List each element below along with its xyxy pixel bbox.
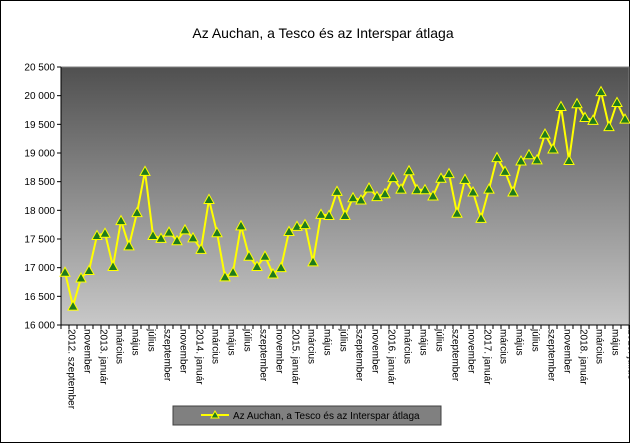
x-tick-label: május: [418, 329, 429, 356]
x-tick-label: november: [274, 329, 285, 374]
x-tick-label: szeptember: [450, 329, 461, 382]
x-tick-label: szeptember: [546, 329, 557, 382]
chart-title: Az Auchan, a Tesco és az Interspar átlag…: [192, 25, 453, 41]
x-tick-label: május: [514, 329, 525, 356]
x-tick-label: november: [178, 329, 189, 374]
x-tick-label: 2017. január: [482, 329, 493, 385]
legend: Az Auchan, a Tesco és az Interspar átlag…: [173, 406, 441, 425]
x-tick-label: július: [530, 328, 541, 352]
y-tick-label: 19 500: [24, 120, 55, 131]
x-tick-label: július: [434, 328, 445, 352]
x-tick-label: november: [370, 329, 381, 374]
x-tick-label: 2014. január: [194, 329, 205, 385]
x-tick-label: szeptember: [354, 329, 365, 382]
x-tick-label: szeptember: [258, 329, 269, 382]
x-tick-label: 2016. január: [386, 329, 397, 385]
x-tick-label: november: [82, 329, 93, 374]
x-tick-label: július: [146, 328, 157, 352]
x-tick-label: május: [610, 329, 621, 356]
x-tick-label: július: [338, 328, 349, 352]
y-tick-label: 16 000: [24, 321, 55, 332]
x-tick-label: március: [210, 329, 221, 364]
x-axis: 2012. szeptember november 2013. január márc…: [61, 325, 630, 410]
y-tick-label: 16 500: [24, 292, 55, 303]
y-tick-label: 17 000: [24, 263, 55, 274]
x-tick-label: május: [130, 329, 141, 356]
x-tick-label: 2018. július: [626, 329, 630, 380]
y-tick-label: 18 000: [24, 206, 55, 217]
x-tick-label: 2018. január: [578, 329, 589, 385]
x-tick-label: szeptember: [162, 329, 173, 382]
x-tick-label: március: [594, 329, 605, 364]
x-tick-label: 2012. szeptember: [66, 329, 77, 410]
x-tick-label: március: [306, 329, 317, 364]
y-axis: 16 000 16 500 17 000 17 500 18 000 18 500 19 0…: [24, 63, 61, 332]
plot-area: [61, 67, 629, 325]
x-tick-label: március: [498, 329, 509, 364]
y-tick-label: 17 500: [24, 235, 55, 246]
legend-label: Az Auchan, a Tesco és az Interspar átlag…: [233, 411, 420, 422]
x-tick-label: május: [322, 329, 333, 356]
y-tick-label: 19 000: [24, 149, 55, 160]
x-tick-label: 2013. január: [98, 329, 109, 385]
x-tick-label: november: [466, 329, 477, 374]
x-tick-label: július: [242, 328, 253, 352]
x-tick-label: május: [226, 329, 237, 356]
x-tick-label: március: [114, 329, 125, 364]
x-tick-label: november: [562, 329, 573, 374]
x-tick-label: március: [402, 329, 413, 364]
y-tick-label: 18 500: [24, 177, 55, 188]
x-tick-label: 2015. január: [290, 329, 301, 385]
y-tick-label: 20 000: [24, 91, 55, 102]
y-tick-label: 20 500: [24, 63, 55, 74]
